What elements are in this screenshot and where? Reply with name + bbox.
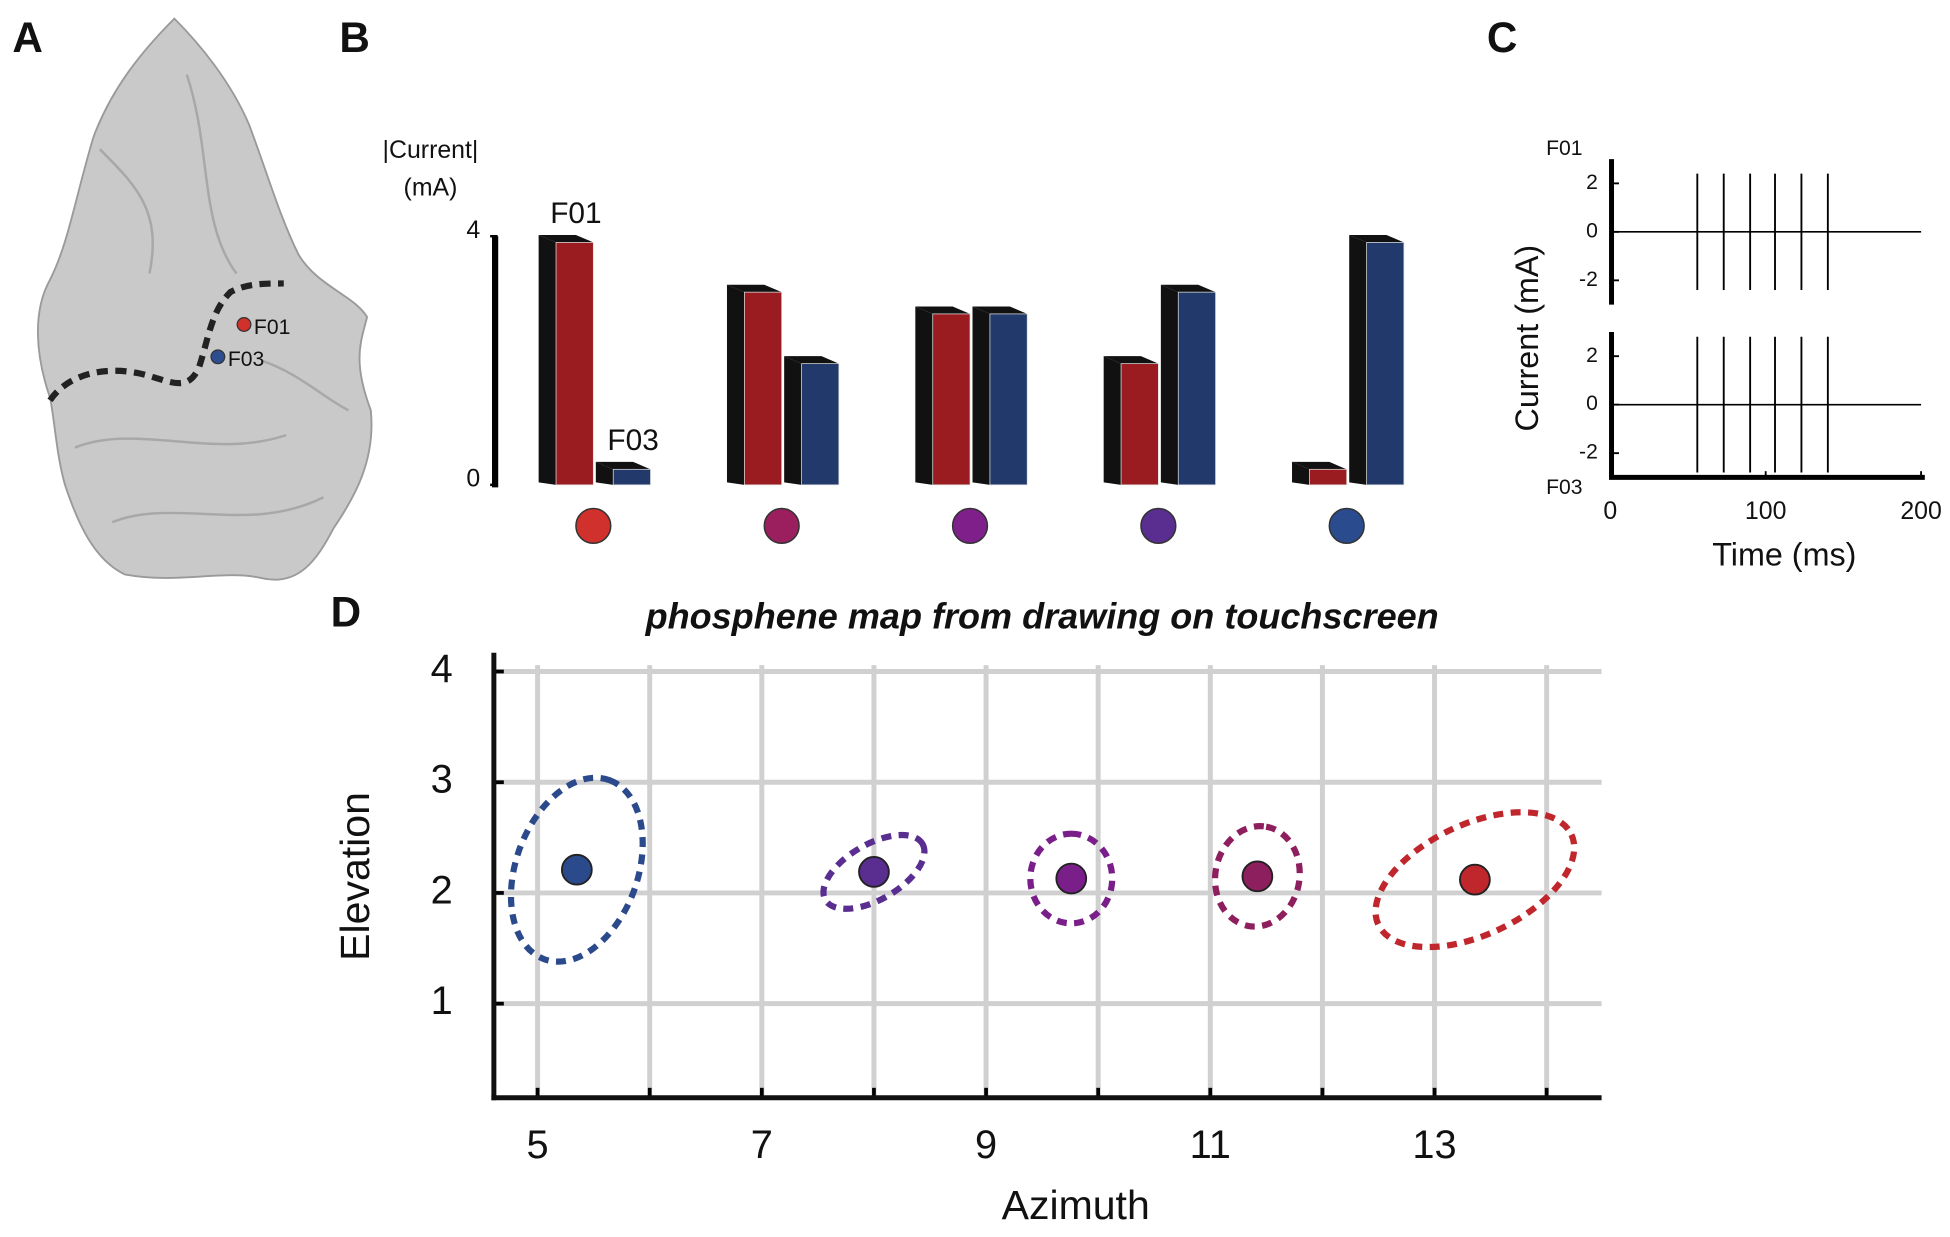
phosphene-outline [1027, 830, 1116, 927]
x-tick-label: 11 [1190, 1123, 1231, 1167]
phosphene-outline [507, 774, 646, 965]
bar-side [1292, 461, 1310, 485]
bar-side [1160, 284, 1179, 485]
x-tick-label: 13 [1412, 1123, 1456, 1167]
category-marker [951, 507, 989, 545]
category-marker [1328, 507, 1365, 545]
sulcus-outline [47, 280, 284, 403]
bar-top [972, 306, 1028, 314]
bar [801, 363, 840, 486]
series-label: F01 [550, 197, 601, 230]
phosphene-center [858, 856, 890, 888]
bar-side [726, 284, 745, 485]
electrode [210, 349, 226, 365]
y-tick-label: 2 [1586, 171, 1598, 194]
bar [1177, 291, 1216, 486]
bar [1366, 242, 1405, 486]
category-marker [1140, 507, 1177, 545]
brain-surface [36, 17, 373, 581]
x-axis-label: Azimuth [1002, 1182, 1150, 1228]
x-tick-label: 200 [1900, 497, 1941, 525]
bar [989, 313, 1028, 486]
y-tick-label: 2 [1586, 344, 1598, 367]
electrode-label: F01 [254, 316, 290, 339]
y-axis-label: (mA) [404, 174, 458, 202]
x-tick-label: 7 [751, 1123, 773, 1167]
bar-side [972, 306, 990, 485]
bar [1309, 468, 1348, 486]
brain [36, 17, 373, 581]
y-tick-label: 4 [431, 647, 453, 691]
brain-fold [74, 74, 349, 524]
category-marker [575, 507, 612, 545]
bar [612, 468, 651, 486]
panel-label: C [1487, 14, 1518, 61]
y-tick-label: 0 [1586, 219, 1598, 242]
phosphene-outline [820, 831, 928, 912]
bar [1120, 363, 1159, 486]
x-tick-label: 100 [1745, 497, 1786, 525]
phosphene-center [1055, 862, 1088, 895]
y-tick-label: 4 [466, 216, 480, 244]
bar-top [915, 306, 971, 314]
electrode-label: F03 [228, 348, 264, 371]
bar-side [538, 234, 557, 485]
series-label: F01 [1546, 137, 1582, 160]
series-label: F03 [1546, 476, 1582, 499]
y-tick-label: 0 [1586, 392, 1598, 415]
bar [932, 313, 971, 486]
phosphene-center [560, 853, 593, 886]
y-tick-label: -2 [1579, 268, 1598, 291]
y-axis-label: Current (mA) [1509, 245, 1545, 432]
bar-side [915, 306, 933, 485]
phosphene-center [1459, 863, 1491, 896]
bar-top [595, 461, 651, 470]
panel-label: D [331, 589, 362, 636]
phosphene-outline [1372, 809, 1578, 951]
bar-top [1292, 461, 1347, 470]
phosphene-center [1241, 860, 1274, 893]
bar [555, 242, 594, 486]
panel-label: A [12, 14, 43, 61]
bar-side [1103, 356, 1122, 485]
bar-top [1103, 356, 1159, 364]
electrode [236, 317, 252, 332]
y-tick-label: 3 [431, 758, 453, 802]
x-tick-label: 0 [1603, 497, 1617, 525]
bar [744, 291, 783, 486]
y-axis-label: Elevation [332, 792, 378, 961]
y-axis-label: |Current| [383, 136, 479, 164]
bar-top [538, 234, 594, 243]
y-tick-label: 1 [431, 979, 453, 1023]
x-axis-label: Time (ms) [1712, 536, 1856, 572]
bar-side [784, 356, 802, 485]
bar-side [595, 461, 614, 485]
bar-side [1349, 234, 1367, 485]
y-tick-label: 0 [466, 464, 480, 492]
series-label: F03 [607, 424, 658, 457]
chart-title: phosphene map from drawing on touchscree… [645, 596, 1439, 637]
y-tick-label: -2 [1579, 441, 1598, 464]
bar-top [726, 284, 782, 293]
x-tick-label: 5 [527, 1123, 549, 1167]
bar-top [1349, 234, 1404, 243]
x-tick-label: 9 [975, 1123, 997, 1167]
bar-top [784, 356, 839, 364]
panel-label: B [339, 14, 370, 61]
category-marker [763, 507, 800, 545]
y-tick-label: 2 [431, 868, 453, 912]
phosphene-outline [1211, 823, 1303, 930]
bar-top [1160, 284, 1216, 293]
